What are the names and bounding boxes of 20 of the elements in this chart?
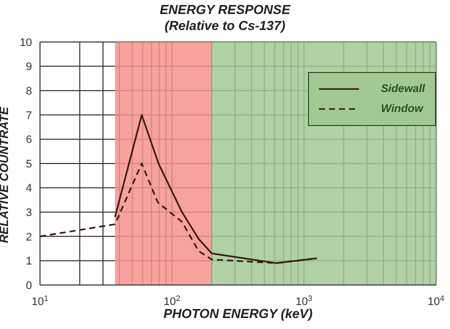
x-tick-label: 10$^{4}$: [428, 294, 445, 308]
x-tick-label: 10$^{1}$: [32, 294, 49, 308]
y-tick-label: 10: [20, 36, 32, 49]
y-tick-label: 2: [26, 231, 32, 244]
x-tick-label: 10$^{3}$: [296, 294, 313, 308]
y-tick-label: 1: [26, 256, 32, 268]
chart-subtitle: (Relative to Cs-137): [164, 18, 286, 34]
y-tick-label: 3: [26, 207, 32, 220]
y-tick-label: 9: [26, 61, 32, 74]
legend-label: Window: [380, 103, 424, 115]
x-tick-label: 10$^{2}$: [164, 294, 181, 308]
y-tick-label: 7: [26, 110, 32, 122]
y-tick-label: 8: [26, 86, 32, 98]
x-axis-title: PHOTON ENERGY (keV): [163, 306, 313, 321]
y-tick-label: 4: [26, 182, 32, 195]
y-tick-label: 0: [26, 280, 32, 292]
y-tick-label: 5: [26, 158, 32, 170]
legend-label: Sidewall: [380, 83, 425, 95]
chart-title: ENERGY RESPONSE: [158, 2, 292, 18]
y-tick-label: 6: [26, 134, 32, 146]
